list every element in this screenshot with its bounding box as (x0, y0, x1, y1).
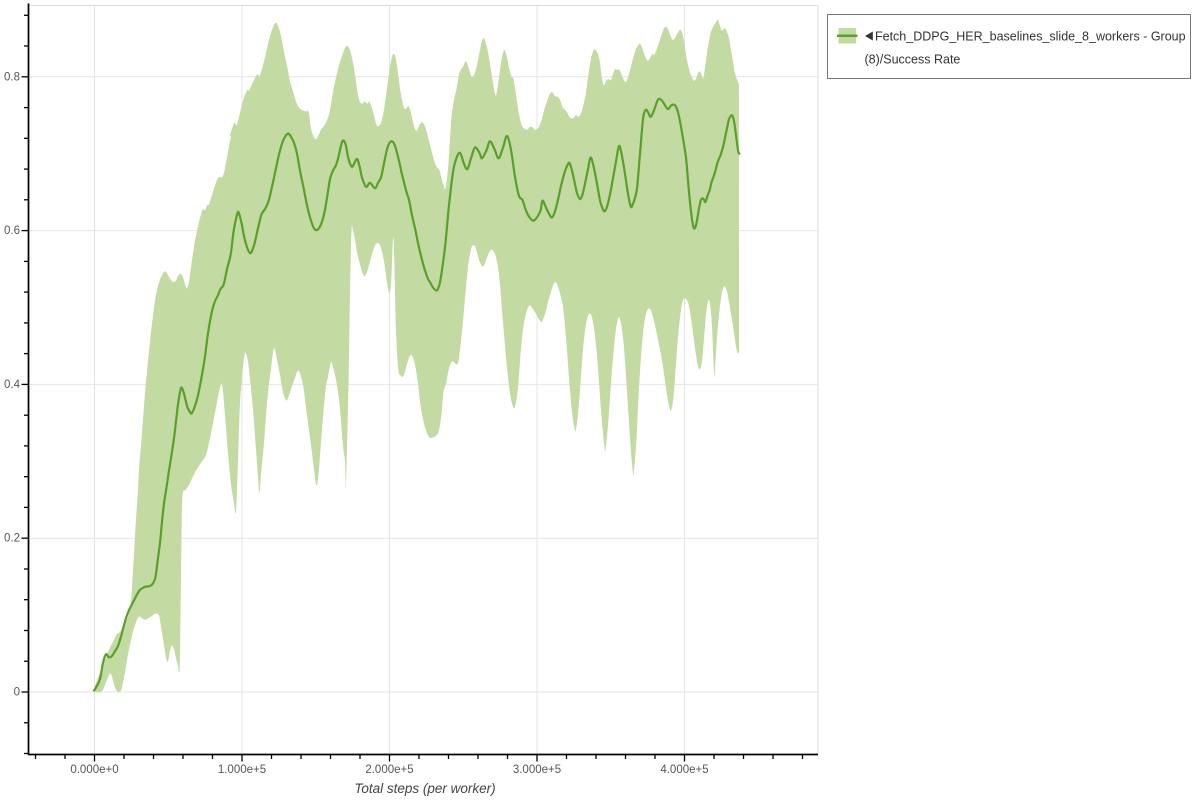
svg-text:3.000e+5: 3.000e+5 (513, 764, 561, 776)
svg-text:0.000e+0: 0.000e+0 (70, 764, 118, 776)
svg-text:Fetch_DDPG_HER_baselines_slide: Fetch_DDPG_HER_baselines_slide_8_workers… (875, 30, 1186, 44)
svg-text:(8)/Success Rate: (8)/Success Rate (865, 53, 961, 67)
svg-text:0.2: 0.2 (4, 533, 20, 545)
svg-text:0: 0 (14, 687, 20, 699)
svg-text:1.000e+5: 1.000e+5 (218, 764, 266, 776)
svg-text:0.6: 0.6 (4, 225, 20, 237)
svg-text:4.000e+5: 4.000e+5 (660, 764, 708, 776)
svg-text:0.8: 0.8 (4, 71, 20, 83)
svg-text:2.000e+5: 2.000e+5 (365, 764, 413, 776)
svg-text:0.4: 0.4 (4, 379, 21, 391)
svg-text:Total steps (per worker): Total steps (per worker) (354, 781, 495, 796)
